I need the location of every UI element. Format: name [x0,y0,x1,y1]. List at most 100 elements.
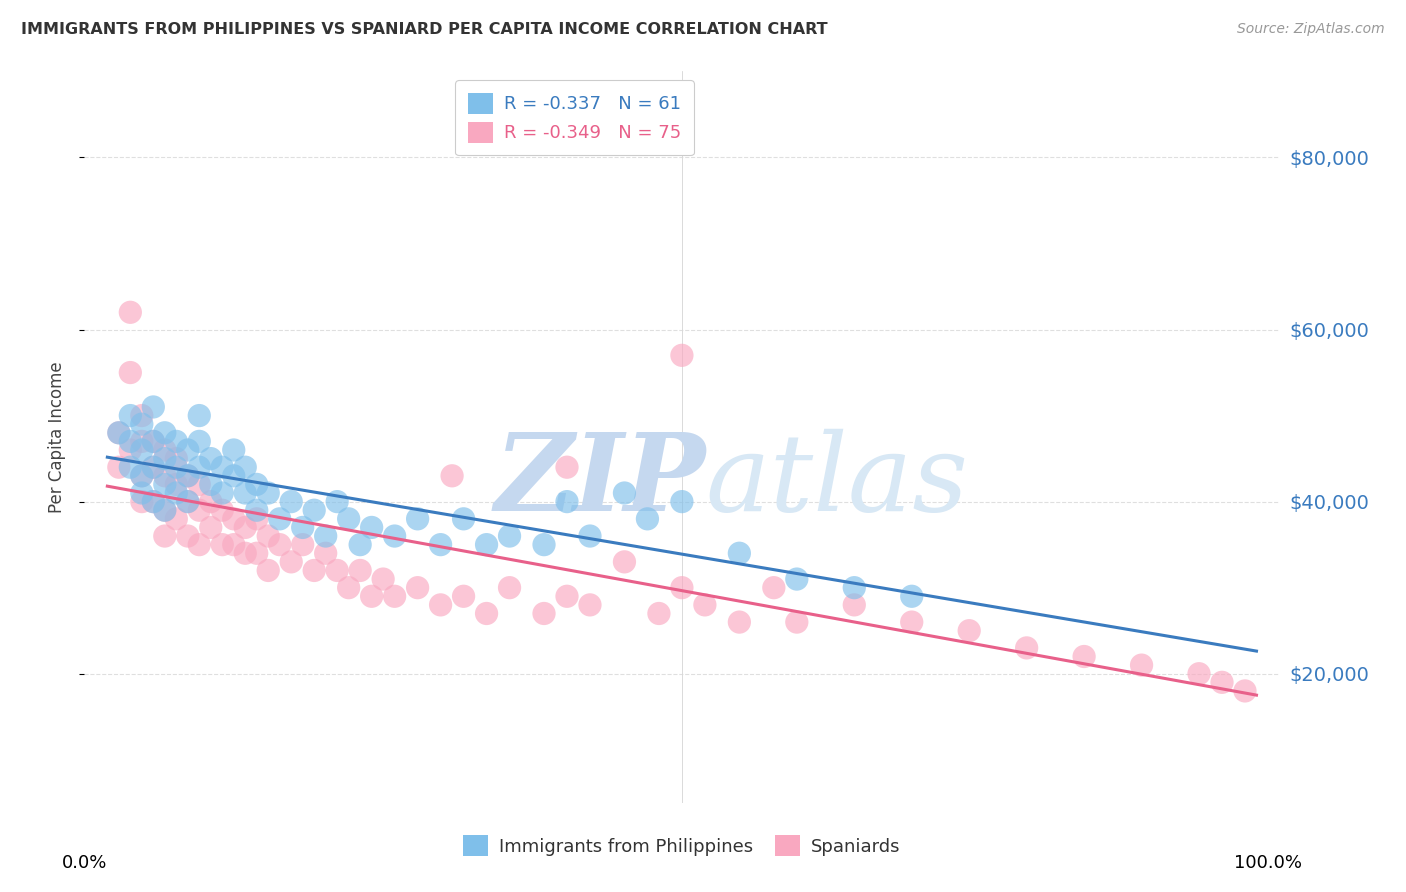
Point [222,442,245,457]
Point [142,434,165,449]
Point [200,494,222,508]
Point [269,538,291,552]
Point [246,546,269,560]
Point [636,512,658,526]
Point [120,434,142,449]
Point [131,434,153,449]
Point [153,503,176,517]
Point [120,460,142,475]
Point [291,538,314,552]
Point [1233,684,1256,698]
Point [406,581,429,595]
Text: Source: ZipAtlas.com: Source: ZipAtlas.com [1237,22,1385,37]
Point [475,607,498,621]
Point [349,564,371,578]
Point [453,589,475,603]
Point [360,520,382,534]
Point [406,512,429,526]
Point [441,468,464,483]
Point [613,486,636,500]
Point [360,589,382,603]
Point [579,598,602,612]
Point [786,615,808,629]
Point [153,529,176,543]
Point [108,460,131,475]
Point [1130,658,1153,673]
Point [1211,675,1233,690]
Point [142,494,165,508]
Point [326,564,349,578]
Point [693,598,716,612]
Point [762,581,785,595]
Point [108,425,131,440]
Point [177,494,200,508]
Point [153,503,176,517]
Point [257,564,280,578]
Point [177,442,200,457]
Point [153,477,176,491]
Text: IMMIGRANTS FROM PHILIPPINES VS SPANIARD PER CAPITA INCOME CORRELATION CHART: IMMIGRANTS FROM PHILIPPINES VS SPANIARD … [21,22,828,37]
Point [153,425,176,440]
Point [188,503,211,517]
Point [188,460,211,475]
Point [613,555,636,569]
Point [142,494,165,508]
Point [131,442,153,457]
Point [200,477,222,491]
Point [153,451,176,466]
Point [246,503,269,517]
Text: 100.0%: 100.0% [1234,854,1302,872]
Point [728,546,751,560]
Point [1188,666,1211,681]
Point [900,589,922,603]
Point [177,529,200,543]
Point [211,503,233,517]
Point [269,512,291,526]
Point [120,409,142,423]
Point [429,598,451,612]
Point [165,434,187,449]
Point [475,538,498,552]
Point [233,546,256,560]
Point [257,529,280,543]
Point [555,494,578,508]
Point [1073,649,1095,664]
Point [188,538,211,552]
Point [165,477,187,491]
Point [165,512,187,526]
Point [291,520,314,534]
Point [844,581,866,595]
Point [211,486,233,500]
Point [555,460,578,475]
Point [533,607,555,621]
Point [498,581,520,595]
Point [579,529,602,543]
Point [233,460,256,475]
Point [177,494,200,508]
Point [200,520,222,534]
Point [280,494,302,508]
Point [337,581,360,595]
Point [384,529,406,543]
Point [131,468,153,483]
Point [120,366,142,380]
Point [671,581,693,595]
Point [257,486,280,500]
Point [246,477,269,491]
Point [165,451,187,466]
Point [211,538,233,552]
Point [165,460,187,475]
Point [246,512,269,526]
Point [429,538,451,552]
Point [315,546,337,560]
Point [131,417,153,432]
Point [453,512,475,526]
Point [671,494,693,508]
Point [131,486,153,500]
Point [302,503,325,517]
Point [900,615,922,629]
Point [533,538,555,552]
Point [120,305,142,319]
Point [1015,640,1038,655]
Point [337,512,360,526]
